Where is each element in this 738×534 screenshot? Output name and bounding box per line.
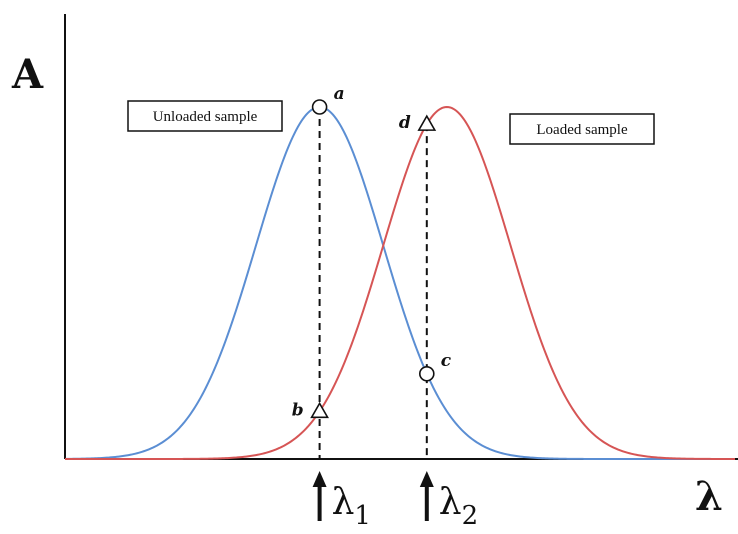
series-line-loaded-sample xyxy=(65,105,735,460)
wavelength-label-1: λ1 xyxy=(332,482,371,531)
guides xyxy=(318,107,428,459)
arrow-up-icon xyxy=(419,471,434,487)
marker-b xyxy=(310,401,329,419)
legend-box-loaded xyxy=(509,113,655,145)
arrow-up-icon xyxy=(312,471,327,487)
legend-unloaded: Unloaded sample xyxy=(127,100,283,132)
series-line-unloaded-sample xyxy=(64,105,735,460)
curves xyxy=(64,105,735,460)
x-axis-title: λ xyxy=(695,473,723,520)
legend-loaded: Loaded sample xyxy=(509,113,655,145)
marker-label-d: d xyxy=(399,113,411,133)
marker-label-a: a xyxy=(334,84,345,104)
marker-c xyxy=(418,365,435,382)
legend-box-unloaded xyxy=(127,100,283,132)
y-axis-title: A xyxy=(11,51,44,98)
marker-label-b: b xyxy=(292,400,304,420)
wavelength-labels: λ1 λ2 xyxy=(312,471,478,531)
legend-label-loaded: Loaded sample xyxy=(536,122,628,138)
marker-a xyxy=(311,99,328,115)
wavelength-label-2: λ2 xyxy=(439,482,478,531)
legend-label-unloaded: Unloaded sample xyxy=(153,109,258,125)
marker-label-c: c xyxy=(441,351,452,371)
marker-d xyxy=(417,114,437,131)
axes xyxy=(64,14,738,460)
markers: a b c d xyxy=(292,84,452,420)
